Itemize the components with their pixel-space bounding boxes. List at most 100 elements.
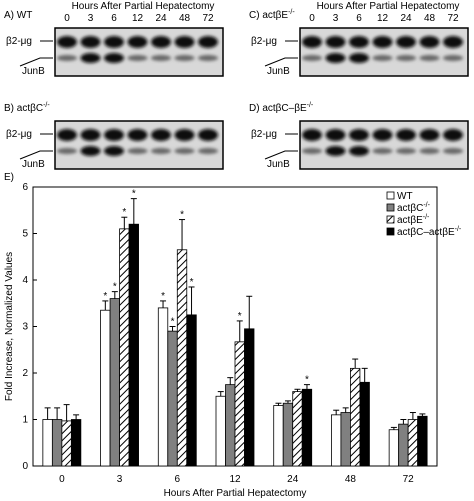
panel-label: C) actβE-/-: [249, 9, 295, 21]
chart-title: E): [4, 172, 14, 183]
band: [127, 148, 148, 154]
band: [419, 129, 440, 141]
band: [419, 55, 440, 61]
bar: [186, 314, 197, 467]
band: [419, 36, 440, 48]
blot: [299, 27, 469, 77]
band: [80, 36, 101, 48]
band: [174, 148, 195, 154]
band: [325, 146, 346, 156]
band: [151, 36, 171, 48]
significance: *: [103, 291, 107, 302]
band: [57, 129, 77, 141]
x-tick-label: 6: [175, 474, 181, 485]
band: [127, 129, 148, 141]
bar: [225, 384, 236, 467]
x-axis-title: Hours After Partial Hepatectomy: [164, 488, 307, 499]
bar: [215, 395, 226, 467]
panel-label-main: B) actβC: [4, 103, 43, 114]
band: [443, 129, 463, 141]
legend-label-sup: -/-: [423, 214, 430, 221]
band-label: β2-μg: [6, 129, 32, 140]
band: [396, 129, 416, 141]
band: [57, 36, 77, 48]
band: [349, 36, 369, 48]
band-label: β2-μg: [6, 36, 32, 47]
legend-swatch: [386, 203, 395, 212]
panel-label: B) actβC-/-: [4, 102, 50, 114]
band: [127, 55, 148, 61]
bar: [350, 367, 361, 467]
band: [419, 148, 440, 154]
legend-label-main: actβC: [397, 203, 423, 214]
legend-label-main: actβE: [397, 215, 423, 226]
legend-label: actβC–actβE-/-: [397, 226, 462, 238]
band: [104, 129, 124, 141]
band: [325, 53, 346, 63]
lane-label: 6: [111, 13, 117, 24]
bar: [167, 330, 178, 467]
band: [198, 36, 218, 48]
band: [151, 129, 171, 141]
y-axis-title: Fold Increase, Normalized Values: [4, 252, 15, 401]
band: [396, 148, 416, 154]
band-label: β2-μg: [251, 129, 277, 140]
band: [57, 148, 77, 154]
band-label: β2-μg: [251, 36, 277, 47]
band: [443, 55, 463, 61]
bar: [70, 419, 82, 467]
lane-label: 12: [377, 13, 389, 24]
band-label: JunB: [267, 159, 290, 170]
legend-label-sup: -/-: [423, 202, 430, 209]
band: [372, 55, 393, 61]
band: [174, 55, 195, 61]
legend-swatch: [386, 191, 395, 200]
panel-label-sup: -/-: [43, 102, 50, 109]
x-tick-label: 3: [117, 474, 123, 485]
legend-label: actβC-/-: [397, 202, 431, 214]
blot: [54, 120, 224, 170]
bar: [51, 419, 63, 467]
significance: *: [238, 311, 242, 322]
bar: [407, 419, 419, 467]
band: [372, 36, 393, 48]
panel-label-sup: -/-: [288, 9, 295, 16]
band: [198, 129, 218, 141]
x-tick-label: 12: [229, 474, 241, 485]
legend-label: actβE-/-: [397, 214, 430, 226]
band: [80, 53, 101, 63]
band: [104, 53, 124, 63]
lane-label: 24: [155, 13, 167, 24]
band: [57, 55, 77, 61]
bar: [388, 429, 400, 467]
legend-swatch: [386, 227, 395, 236]
band: [325, 36, 346, 48]
y-tick-label: 0: [22, 461, 28, 472]
lane-label: 48: [179, 13, 191, 24]
lane-label: 3: [88, 13, 94, 24]
band-pointer: [264, 150, 298, 160]
panel-label-sup: -/-: [307, 102, 314, 109]
band: [372, 129, 393, 141]
band: [127, 36, 148, 48]
band-pointer: [264, 57, 298, 67]
significance: *: [161, 291, 165, 302]
band: [151, 55, 171, 61]
y-tick-label: 2: [22, 368, 28, 379]
lane-label: 48: [424, 13, 436, 24]
lane-label: 3: [333, 13, 339, 24]
lane-label: 0: [309, 13, 315, 24]
legend-label-main: WT: [397, 191, 413, 202]
y-tick-label: 1: [22, 415, 28, 426]
bar: [119, 228, 130, 467]
band: [151, 148, 171, 154]
band: [349, 129, 369, 141]
band: [174, 36, 195, 48]
bar: [157, 307, 169, 467]
y-tick-label: 4: [22, 275, 28, 286]
lane-label: 12: [132, 13, 144, 24]
bar: [61, 420, 72, 467]
bar: [417, 415, 428, 467]
significance: *: [305, 375, 309, 386]
significance: *: [113, 282, 117, 293]
